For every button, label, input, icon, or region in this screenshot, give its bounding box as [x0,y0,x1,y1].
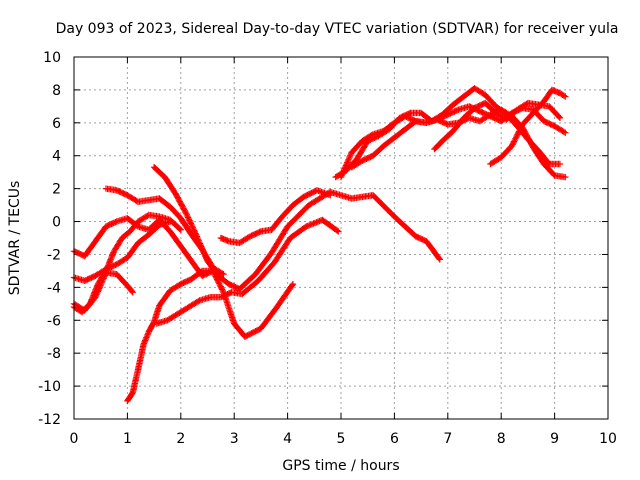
y-tick-label: 4 [52,149,61,165]
series-markers [487,86,569,168]
x-tick-label: 6 [390,431,399,447]
y-tick-label: 10 [43,50,61,66]
series-arc-9 [217,187,334,247]
y-tick-label: -12 [38,412,61,428]
y-tick-label: 6 [52,116,61,132]
y-tick-label: 8 [52,83,61,99]
series-markers [217,187,334,247]
x-tick-label: 4 [283,431,292,447]
y-axis-label: SDTVAR / TECUs [7,181,23,296]
y-tick-label: -10 [38,379,61,395]
series-arc-7 [124,267,297,405]
series-markers [124,267,297,405]
y-tick-label: 2 [52,182,61,198]
x-tick-label: 7 [443,431,452,447]
series-arc-14 [487,86,569,168]
series-markers [431,99,564,153]
series-markers [153,216,342,327]
y-tick-label: -6 [47,313,61,329]
x-tick-label: 8 [497,431,506,447]
plot-frame [73,56,609,420]
plot-area [70,85,569,405]
x-tick-label: 1 [123,431,132,447]
y-tick-label: -2 [47,247,61,263]
axis-ticks: 0 1 2 3 4 5 6 7 8 9 10 -12 -10 -8 -6 -4 -2 0 2 4 6 8 10 [38,50,617,447]
chart-title: Day 093 of 2023, Sidereal Day-to-day VTE… [56,21,619,37]
series-arc-11 [337,106,569,181]
y-tick-label: -4 [47,280,61,296]
x-tick-label: 9 [550,431,559,447]
x-tick-label: 0 [70,431,79,447]
series-arc-8 [153,216,342,327]
x-tick-label: 10 [599,431,617,447]
series-arc-13 [431,99,564,153]
x-tick-label: 5 [337,431,346,447]
x-axis-label: GPS time / hours [282,458,399,474]
x-tick-label: 3 [230,431,239,447]
series-markers [337,106,569,181]
y-tick-label: 0 [52,215,61,231]
x-tick-label: 2 [176,431,185,447]
y-tick-label: -8 [47,346,61,362]
